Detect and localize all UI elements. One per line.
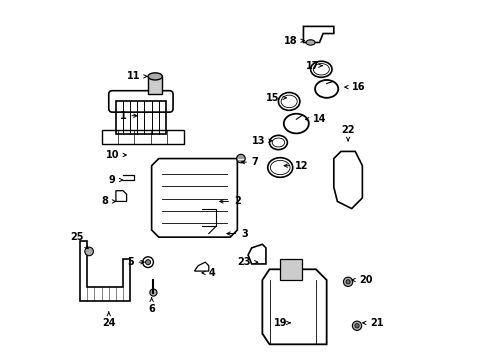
Text: 19: 19 — [273, 318, 289, 328]
Circle shape — [149, 289, 157, 296]
Text: 4: 4 — [202, 268, 215, 278]
Circle shape — [236, 154, 244, 163]
Circle shape — [354, 324, 358, 328]
Text: 3: 3 — [226, 229, 247, 239]
Text: 13: 13 — [251, 136, 271, 146]
Text: 1: 1 — [120, 111, 137, 121]
Text: 16: 16 — [344, 82, 365, 92]
Circle shape — [345, 280, 349, 284]
Text: 10: 10 — [105, 150, 126, 160]
Text: 22: 22 — [341, 125, 354, 141]
Text: 5: 5 — [126, 257, 144, 267]
Text: 9: 9 — [109, 175, 122, 185]
Circle shape — [343, 277, 352, 287]
Bar — [280, 258, 301, 280]
Text: 8: 8 — [102, 197, 115, 206]
Ellipse shape — [305, 40, 314, 45]
Text: 25: 25 — [70, 232, 88, 249]
Bar — [116, 102, 165, 134]
Text: 24: 24 — [102, 312, 115, 328]
Text: 18: 18 — [284, 36, 304, 46]
Text: 7: 7 — [241, 157, 258, 167]
Text: 20: 20 — [351, 275, 372, 285]
Text: 21: 21 — [362, 318, 383, 328]
Bar — [148, 76, 162, 94]
Text: 15: 15 — [266, 93, 285, 103]
Text: 12: 12 — [284, 161, 308, 171]
Circle shape — [352, 321, 361, 330]
Circle shape — [84, 247, 93, 256]
Text: 23: 23 — [237, 257, 257, 267]
Text: 14: 14 — [305, 114, 325, 124]
Ellipse shape — [148, 73, 162, 80]
Text: 6: 6 — [148, 298, 155, 314]
Text: 11: 11 — [127, 71, 147, 81]
Circle shape — [145, 260, 150, 265]
Text: 17: 17 — [305, 61, 322, 71]
Text: 2: 2 — [219, 197, 240, 206]
